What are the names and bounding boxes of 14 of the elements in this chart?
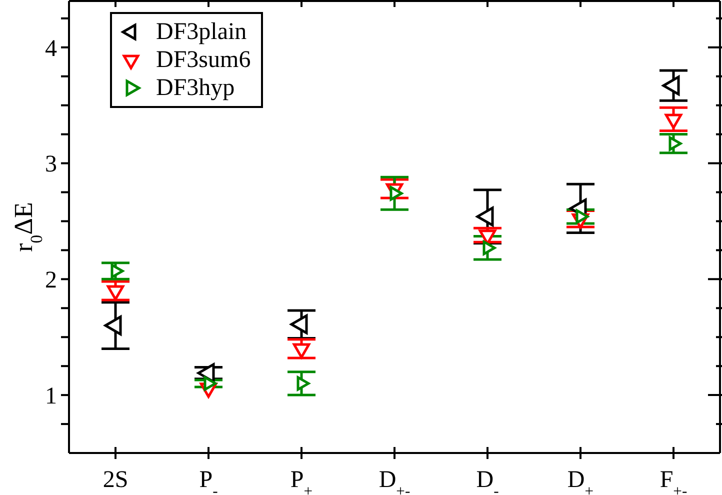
y-tick-label: 1 [45, 383, 57, 410]
y-tick-label: 3 [45, 152, 57, 178]
x-tick-label: P$_{+}$ [290, 467, 313, 495]
x-tick-label: 2S [102, 467, 128, 493]
x-tick-label: F$_{+-}$ [660, 467, 688, 495]
x-tick-label: D$_{+-}$ [378, 467, 410, 495]
legend-label: DF3hyp [156, 74, 235, 102]
y-tick-label: 2 [45, 268, 57, 294]
legend-label: DF3sum6 [156, 46, 251, 74]
x-tick-label: P$_{-}$ [199, 467, 218, 495]
y-tick-label: 4 [45, 36, 57, 62]
legend-label: DF3plain [156, 18, 247, 46]
x-tick-label: D$_{-}$ [476, 467, 499, 495]
x-tick-label: D$_{+}$ [567, 467, 594, 495]
